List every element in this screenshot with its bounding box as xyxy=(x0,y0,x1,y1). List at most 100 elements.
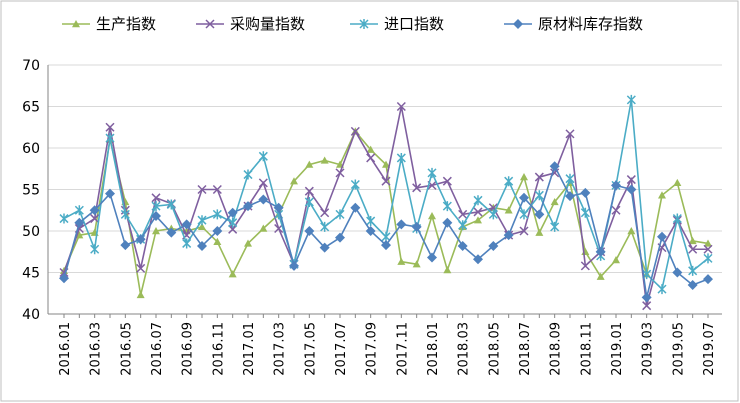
marker xyxy=(105,133,115,144)
x-tick-label: 2018.01 xyxy=(426,322,441,376)
marker xyxy=(565,173,575,184)
marker xyxy=(335,232,345,243)
marker xyxy=(120,209,130,220)
marker xyxy=(396,152,406,163)
marker xyxy=(427,252,437,263)
marker xyxy=(442,217,453,228)
x-tick-label: 2019.07 xyxy=(702,322,717,376)
marker xyxy=(304,226,315,236)
x-tick-label: 2017.11 xyxy=(395,322,410,376)
marker xyxy=(90,214,100,224)
x-tick-label: 2019.03 xyxy=(641,322,656,376)
marker xyxy=(703,244,713,254)
marker xyxy=(319,242,330,253)
marker xyxy=(396,101,406,112)
legend-label: 采购量指数 xyxy=(230,15,305,33)
marker xyxy=(365,226,376,236)
marker xyxy=(366,153,376,163)
marker xyxy=(320,156,329,164)
marker xyxy=(212,184,222,195)
legend-item: 原材料库存指数 xyxy=(504,15,643,33)
x-tick-label: 2018.07 xyxy=(518,322,533,376)
marker xyxy=(672,213,682,224)
marker xyxy=(458,209,468,219)
marker xyxy=(151,201,161,212)
x-tick-label: 2019.01 xyxy=(610,322,625,376)
marker xyxy=(228,270,237,278)
marker xyxy=(687,279,698,290)
y-tick-label: 60 xyxy=(22,141,40,157)
x-tick-label: 2017.07 xyxy=(334,322,349,376)
marker xyxy=(366,216,376,227)
marker xyxy=(366,145,375,153)
marker xyxy=(258,178,268,188)
marker xyxy=(59,273,69,284)
marker xyxy=(550,221,560,232)
marker xyxy=(457,240,468,251)
marker xyxy=(212,226,223,236)
marker xyxy=(458,220,468,231)
marker xyxy=(549,161,560,172)
marker xyxy=(350,202,361,213)
legend-label: 进口指数 xyxy=(384,15,444,33)
marker xyxy=(136,290,145,299)
marker xyxy=(657,231,667,242)
legend-label: 原材料库存指数 xyxy=(538,15,643,33)
marker xyxy=(259,224,268,232)
marker xyxy=(520,173,528,181)
marker xyxy=(105,122,115,132)
x-tick-label: 2019.05 xyxy=(671,322,686,376)
marker xyxy=(244,239,252,247)
marker xyxy=(258,151,268,162)
y-tick-label: 70 xyxy=(22,58,40,74)
marker xyxy=(382,160,390,168)
marker xyxy=(427,167,437,178)
marker xyxy=(473,207,483,217)
marker xyxy=(473,195,483,206)
marker xyxy=(198,222,206,231)
series-markers xyxy=(59,161,713,303)
x-tick-label: 2018.05 xyxy=(487,322,502,376)
marker xyxy=(213,237,222,245)
marker xyxy=(534,190,544,201)
marker xyxy=(412,260,421,268)
marker xyxy=(197,240,207,251)
marker xyxy=(227,207,238,218)
marker xyxy=(443,266,452,274)
marker xyxy=(197,215,207,226)
marker xyxy=(304,196,314,207)
marker xyxy=(641,292,652,303)
marker xyxy=(504,206,513,214)
marker xyxy=(166,199,176,210)
marker xyxy=(335,209,345,220)
marker xyxy=(658,191,666,199)
x-tick-label: 2018.03 xyxy=(457,322,472,376)
marker xyxy=(290,177,298,185)
legend-item: 采购量指数 xyxy=(196,15,305,33)
x-tick-label: 2018.09 xyxy=(549,322,564,376)
marker xyxy=(243,169,253,180)
x-tick-label: 2017.05 xyxy=(303,322,318,376)
marker xyxy=(151,211,161,222)
marker xyxy=(305,160,314,168)
x-tick-label: 2017.09 xyxy=(365,322,380,376)
marker xyxy=(74,217,85,228)
x-tick-label: 2016.07 xyxy=(150,322,165,376)
x-tick-label: 2017.03 xyxy=(273,322,288,376)
legend-item: 生产指数 xyxy=(62,15,156,33)
marker xyxy=(90,244,100,255)
y-tick-label: 65 xyxy=(22,100,40,116)
marker xyxy=(673,178,682,187)
marker xyxy=(205,19,215,29)
y-tick-label: 40 xyxy=(22,307,40,323)
marker xyxy=(642,301,652,311)
marker xyxy=(228,224,238,234)
marker xyxy=(672,267,683,278)
marker xyxy=(626,175,636,185)
marker xyxy=(474,216,482,224)
marker xyxy=(105,188,115,199)
marker xyxy=(595,246,606,257)
marker xyxy=(565,129,575,139)
marker xyxy=(688,244,698,254)
marker xyxy=(197,184,207,195)
